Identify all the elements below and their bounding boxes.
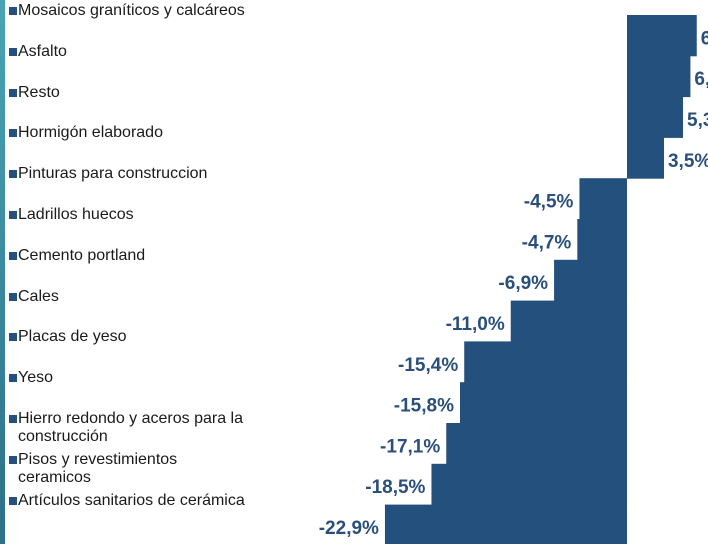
- legend-marker: [9, 88, 17, 97]
- legend-marker: [9, 496, 17, 505]
- category-label: Artículos sanitarios de cerámica: [18, 491, 245, 509]
- category-label: Pisos y revestimientos ceramicos: [18, 450, 178, 486]
- value-label: 6,0%: [694, 69, 708, 90]
- category-label: Cemento portland: [18, 246, 146, 264]
- bar: [577, 219, 627, 261]
- category-label: Asfalto: [18, 42, 67, 60]
- legend-marker: [9, 7, 17, 15]
- value-label: 5,3%: [687, 110, 708, 131]
- category-label: Yeso: [18, 369, 53, 387]
- category-label: Cales: [18, 287, 59, 305]
- legend-marker: [9, 292, 17, 301]
- legend-marker: [9, 47, 17, 56]
- bar: [627, 96, 684, 138]
- legend-marker: [9, 333, 17, 342]
- value-label: -11,0%: [446, 314, 505, 335]
- value-label: -15,8%: [394, 396, 454, 417]
- legend-marker: [9, 129, 17, 138]
- side-strip: [0, 0, 5, 544]
- bar: [431, 463, 627, 506]
- bar: [627, 137, 664, 179]
- value-label: -4,7%: [522, 232, 572, 253]
- bar: [459, 382, 627, 424]
- value-label: -22,9%: [319, 518, 379, 539]
- bar: [464, 341, 627, 383]
- bar: [446, 423, 627, 465]
- category-label: Ladrillos huecos: [18, 206, 134, 223]
- legend-marker: [9, 415, 17, 423]
- legend-marker: [9, 455, 17, 464]
- legend-marker: [9, 374, 17, 383]
- value-label: -15,4%: [398, 355, 458, 376]
- bar: [554, 259, 627, 302]
- bar: [510, 300, 627, 342]
- bar: [579, 178, 627, 220]
- legend-marker: [9, 170, 17, 179]
- category-label: Resto: [18, 83, 60, 101]
- bar: [627, 15, 697, 57]
- value-label: 6,6%: [701, 28, 708, 49]
- value-label: -6,9%: [498, 273, 548, 294]
- category-label: Mosaicos graníticos y calcáreos: [18, 2, 245, 19]
- category-label: Placas de yeso: [18, 328, 127, 346]
- value-label: -4,5%: [524, 192, 574, 213]
- value-label: -17,1%: [380, 436, 440, 457]
- bar: [384, 504, 627, 544]
- category-label: Hormigón elaborado: [18, 124, 163, 142]
- value-label: -18,5%: [365, 477, 425, 498]
- legend-marker: [9, 211, 17, 219]
- bar: [627, 55, 691, 98]
- category-label: Hierro redondo y aceros para la construc…: [18, 410, 244, 445]
- category-label: Pinturas para construccion: [18, 165, 208, 183]
- value-label: 3,5%: [668, 151, 708, 172]
- legend-marker: [9, 251, 17, 260]
